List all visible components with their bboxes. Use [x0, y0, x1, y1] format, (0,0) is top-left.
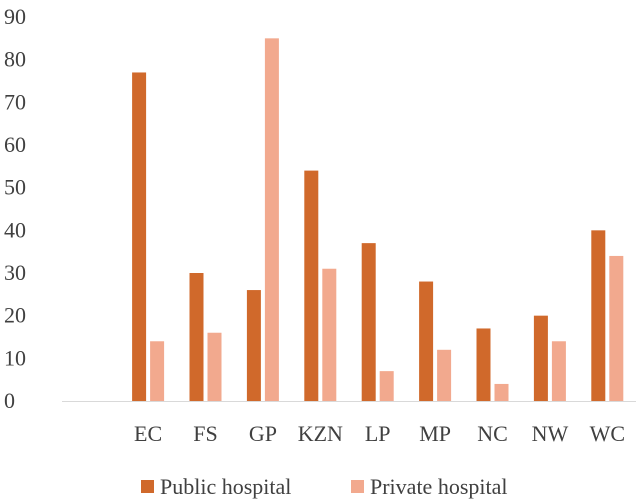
y-tick-label: 0 [4, 388, 15, 413]
y-tick-label: 80 [4, 47, 26, 72]
bar-private-fs [207, 332, 222, 401]
y-tick-label: 90 [4, 4, 26, 29]
x-tick-label: KZN [298, 421, 343, 446]
legend-label: Public hospital [160, 474, 291, 499]
x-tick-label: MP [419, 421, 451, 446]
bar-public-nc [476, 328, 491, 401]
y-tick-label: 70 [4, 89, 26, 114]
bar-private-nw [551, 341, 566, 401]
legend-swatch-private [351, 480, 364, 493]
y-axis: 0 10 20 30 40 50 60 70 80 90 [4, 4, 26, 413]
x-tick-label: LP [365, 421, 391, 446]
y-tick-label: 30 [4, 260, 26, 285]
bar-private-kzn [322, 268, 337, 401]
bar-private-gp [264, 38, 279, 401]
x-tick-label: NW [532, 421, 569, 446]
legend: Public hospital Private hospital [141, 474, 507, 499]
x-tick-label: EC [134, 421, 162, 446]
legend-swatch-public [141, 480, 154, 493]
x-tick-label: WC [590, 421, 625, 446]
y-tick-label: 50 [4, 175, 26, 200]
bar-public-gp [246, 290, 261, 401]
bar-private-mp [437, 349, 452, 401]
bar-public-ec [132, 72, 147, 401]
bar-private-ec [150, 341, 165, 401]
y-tick-label: 20 [4, 303, 26, 328]
bar-private-wc [609, 255, 624, 401]
x-tick-label: FS [193, 421, 217, 446]
bar-private-nc [494, 383, 509, 401]
bar-public-kzn [304, 170, 319, 401]
bar-public-nw [533, 315, 548, 401]
bar-public-lp [361, 243, 376, 401]
y-tick-label: 60 [4, 132, 26, 157]
bar-private-lp [379, 371, 394, 401]
y-tick-label: 10 [4, 345, 26, 370]
y-tick-label: 40 [4, 217, 26, 242]
bar-public-mp [419, 281, 434, 401]
x-tick-label: GP [249, 421, 277, 446]
bar-public-fs [189, 273, 204, 401]
x-axis: EC FS GP KZN LP MP NC NW WC [134, 421, 625, 446]
bar-public-wc [591, 230, 606, 401]
x-tick-label: NC [477, 421, 508, 446]
legend-label: Private hospital [370, 474, 507, 499]
bars [132, 38, 624, 401]
